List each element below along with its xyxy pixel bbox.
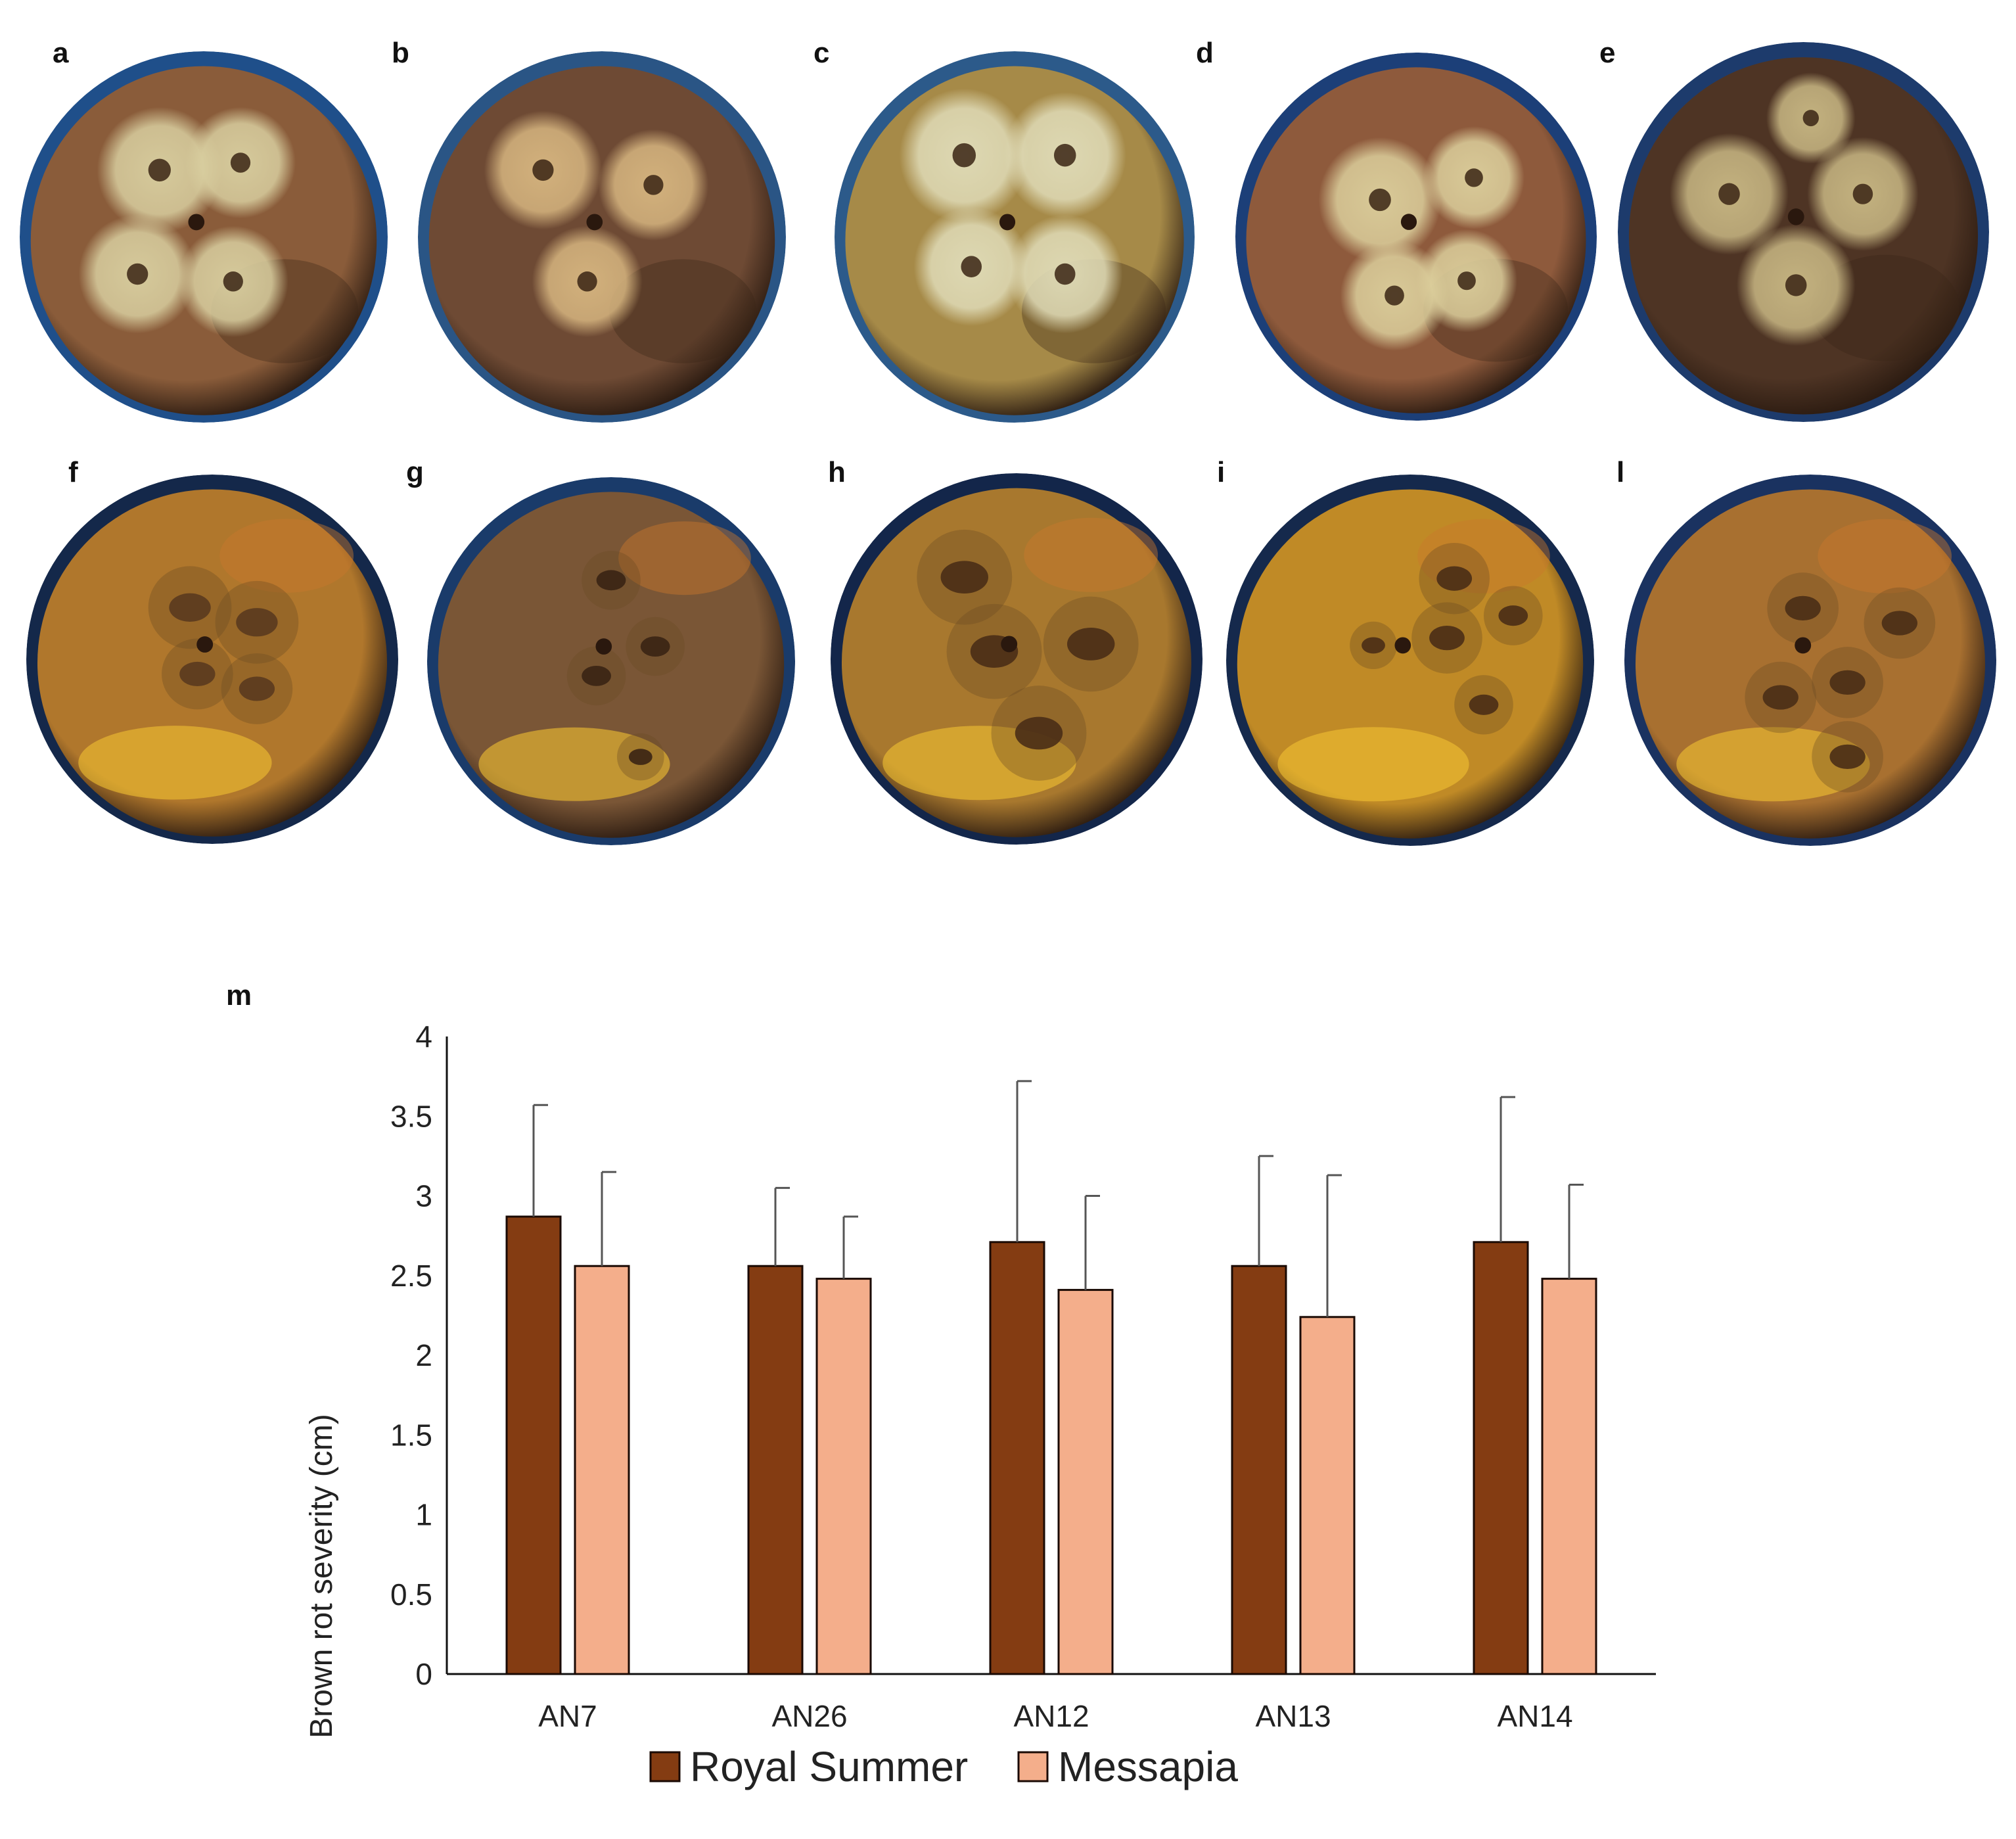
panel-label-c: c xyxy=(813,37,830,69)
y-axis: 0 0.5 1 1.5 2 2.5 3 3.5 4 xyxy=(390,1019,448,1691)
panel-label-f: f xyxy=(68,456,78,488)
bar-royal-summer-an7 xyxy=(505,1215,562,1675)
y-tick-label: 1 xyxy=(415,1498,432,1532)
panel-label-h: h xyxy=(828,456,846,488)
fruit-photo-f xyxy=(26,475,398,844)
bar-royal-summer-an13 xyxy=(1231,1265,1287,1675)
bar-messapia-an14 xyxy=(1541,1278,1597,1675)
panel-label-l: l xyxy=(1616,456,1625,488)
legend-label: Messapia xyxy=(1058,1743,1238,1790)
y-tick-label: 0.5 xyxy=(390,1577,432,1612)
y-tick-label: 2 xyxy=(415,1338,432,1372)
y-tick-label: 1.5 xyxy=(390,1418,432,1452)
legend-label: Royal Summer xyxy=(690,1743,968,1790)
bar-chart: 0 0.5 1 1.5 2 2.5 3 3.5 4 AN7 AN26 AN12 AN13 AN14 Br… xyxy=(304,1019,1656,1790)
panel-label-g: g xyxy=(406,456,424,488)
fruit-photo-b xyxy=(418,51,786,423)
bar-royal-summer-an12 xyxy=(989,1241,1045,1675)
fruit-photo-h xyxy=(831,473,1203,845)
panel-label-i: i xyxy=(1217,456,1226,488)
error-bars xyxy=(532,1080,1584,1317)
bar-royal-summer-an26 xyxy=(747,1265,804,1675)
y-tick-label: 3 xyxy=(415,1179,432,1213)
fruit-photo-d xyxy=(1235,53,1597,421)
bar-messapia-an12 xyxy=(1057,1289,1114,1675)
fruit-photo-a xyxy=(20,51,388,423)
bar-messapia-an7 xyxy=(574,1265,630,1675)
legend-swatch-royal-summer xyxy=(649,1751,681,1782)
y-axis-title: Brown rot severity (cm) xyxy=(304,1414,339,1738)
panel-label-d: d xyxy=(1196,37,1214,69)
panel-label-e: e xyxy=(1599,37,1616,69)
bar-royal-summer-an14 xyxy=(1473,1241,1529,1675)
x-axis: AN7 AN26 AN12 AN13 AN14 xyxy=(447,1673,1656,1733)
panel-label-m: m xyxy=(226,979,252,1012)
x-tick-label: AN13 xyxy=(1255,1699,1331,1733)
legend-swatch-messapia xyxy=(1017,1751,1049,1782)
x-tick-label: AN14 xyxy=(1497,1699,1572,1733)
panel-label-a: a xyxy=(53,37,69,69)
y-tick-label: 0 xyxy=(415,1657,432,1691)
fruit-photo-e xyxy=(1618,42,1989,422)
bars xyxy=(505,1215,1597,1675)
bar-messapia-an13 xyxy=(1299,1316,1356,1675)
panel-label-b: b xyxy=(392,37,409,69)
fruit-photo-l xyxy=(1624,475,1996,846)
fruit-photo-c xyxy=(835,51,1195,423)
x-tick-label: AN26 xyxy=(771,1699,847,1733)
fruit-photo-g xyxy=(427,477,795,845)
y-tick-label: 2.5 xyxy=(390,1259,432,1293)
fruit-photo-i xyxy=(1226,475,1594,846)
x-tick-label: AN7 xyxy=(538,1699,597,1733)
legend: Royal Summer Messapia xyxy=(649,1743,1238,1790)
bar-messapia-an26 xyxy=(815,1278,872,1675)
y-tick-label: 4 xyxy=(415,1019,432,1054)
x-tick-label: AN12 xyxy=(1013,1699,1089,1733)
y-tick-label: 3.5 xyxy=(390,1099,432,1133)
